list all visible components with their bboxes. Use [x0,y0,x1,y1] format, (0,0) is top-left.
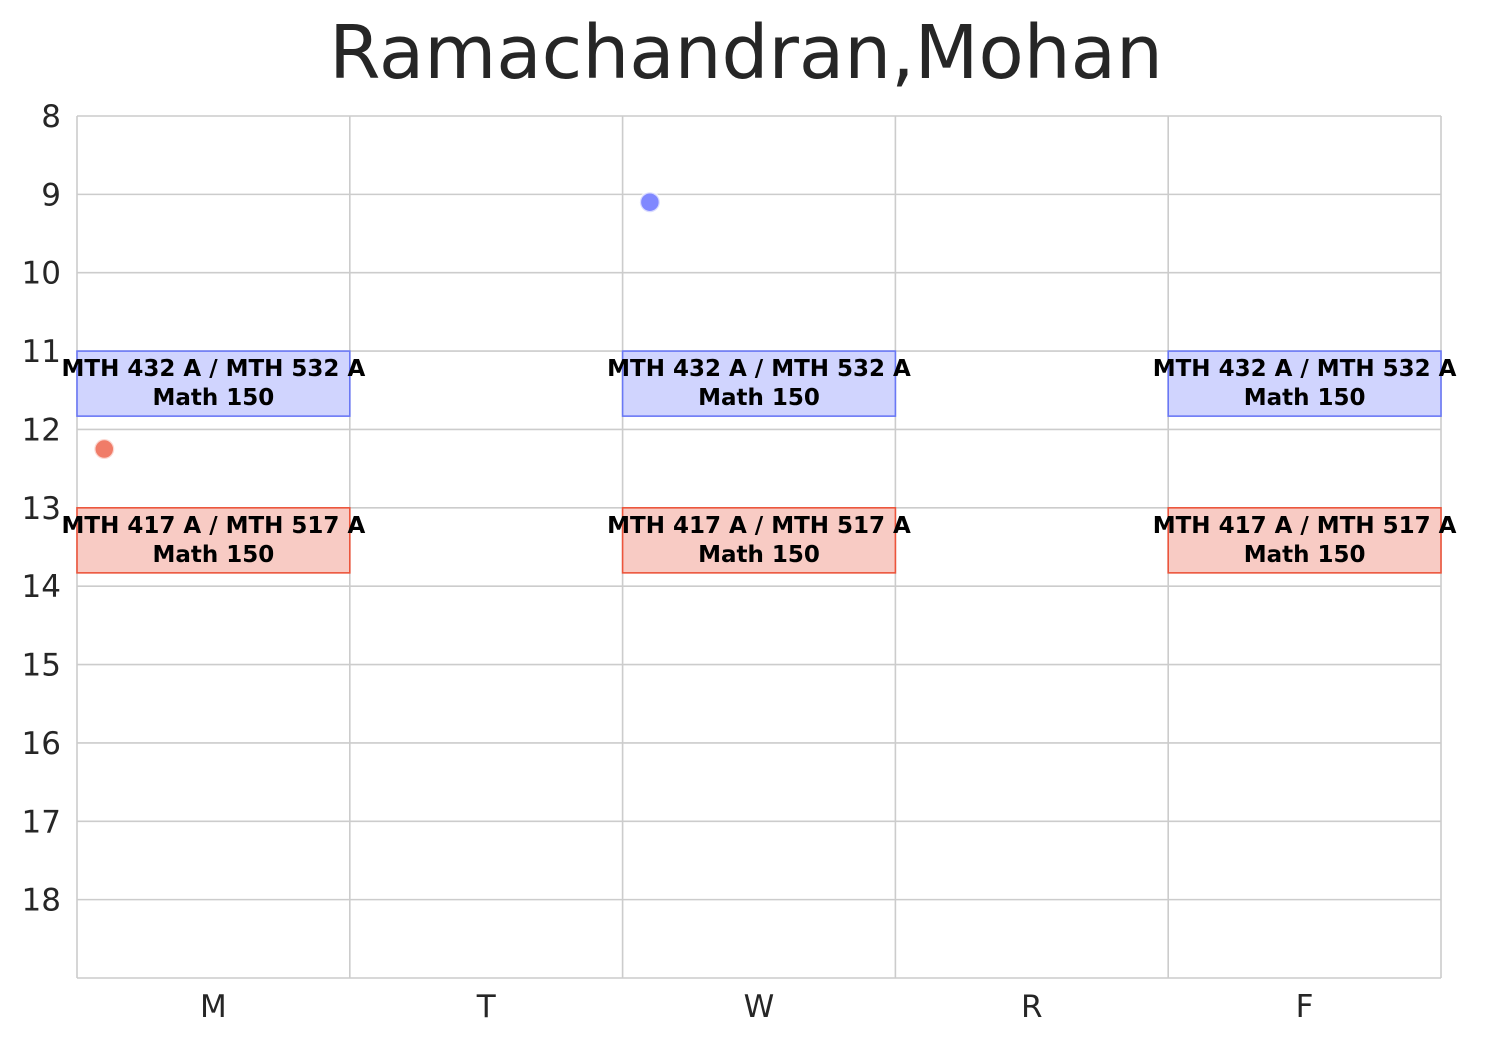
y-tick-label: 10 [22,256,61,292]
class-block [76,507,351,574]
class-blocks: MTH 432 A / MTH 532 A Math 150 MTH 432 A /… [62,350,1457,574]
tick-labels: 8 9 10 11 12 13 14 15 16 17 18 M T W R F [22,99,1314,1025]
class-block-room: Math 150 [1244,542,1366,568]
y-tick-label: 17 [22,804,61,840]
y-tick-label: 14 [22,569,61,605]
y-tick-label: 15 [22,648,61,684]
class-block-room: Math 150 [698,385,820,411]
class-block-course: MTH 432 A / MTH 532 A [607,356,911,382]
class-block [76,350,351,417]
class-block [1167,350,1442,417]
class-block-course: MTH 417 A / MTH 517 A [1153,513,1457,539]
x-tick-label: W [744,989,775,1025]
x-tick-label: R [1021,989,1043,1025]
class-block-course: MTH 417 A / MTH 517 A [62,513,366,539]
class-block-room: Math 150 [698,542,820,568]
class-block [621,350,897,417]
data-point [638,190,662,214]
class-block-room: Math 150 [153,385,275,411]
class-block [1167,507,1442,574]
y-tick-label: 11 [22,334,61,370]
y-tick-label: 18 [22,883,61,919]
y-tick-label: 13 [22,491,61,527]
x-tick-label: F [1296,989,1314,1025]
y-tick-label: 9 [41,177,61,213]
y-tick-label: 12 [22,412,61,448]
data-point [93,437,116,461]
class-block [621,507,897,574]
x-tick-label: M [200,989,227,1025]
chart-title: Ramachandran,Mohan [329,10,1163,96]
class-block-course: MTH 432 A / MTH 532 A [1153,356,1457,382]
y-tick-label: 16 [22,726,61,762]
class-block-room: Math 150 [1244,385,1366,411]
points [93,190,662,461]
class-block-course: MTH 432 A / MTH 532 A [62,356,366,382]
class-block-course: MTH 417 A / MTH 517 A [607,513,911,539]
x-tick-label: T [476,989,497,1025]
class-block-room: Math 150 [153,542,275,568]
y-tick-label: 8 [41,99,61,135]
